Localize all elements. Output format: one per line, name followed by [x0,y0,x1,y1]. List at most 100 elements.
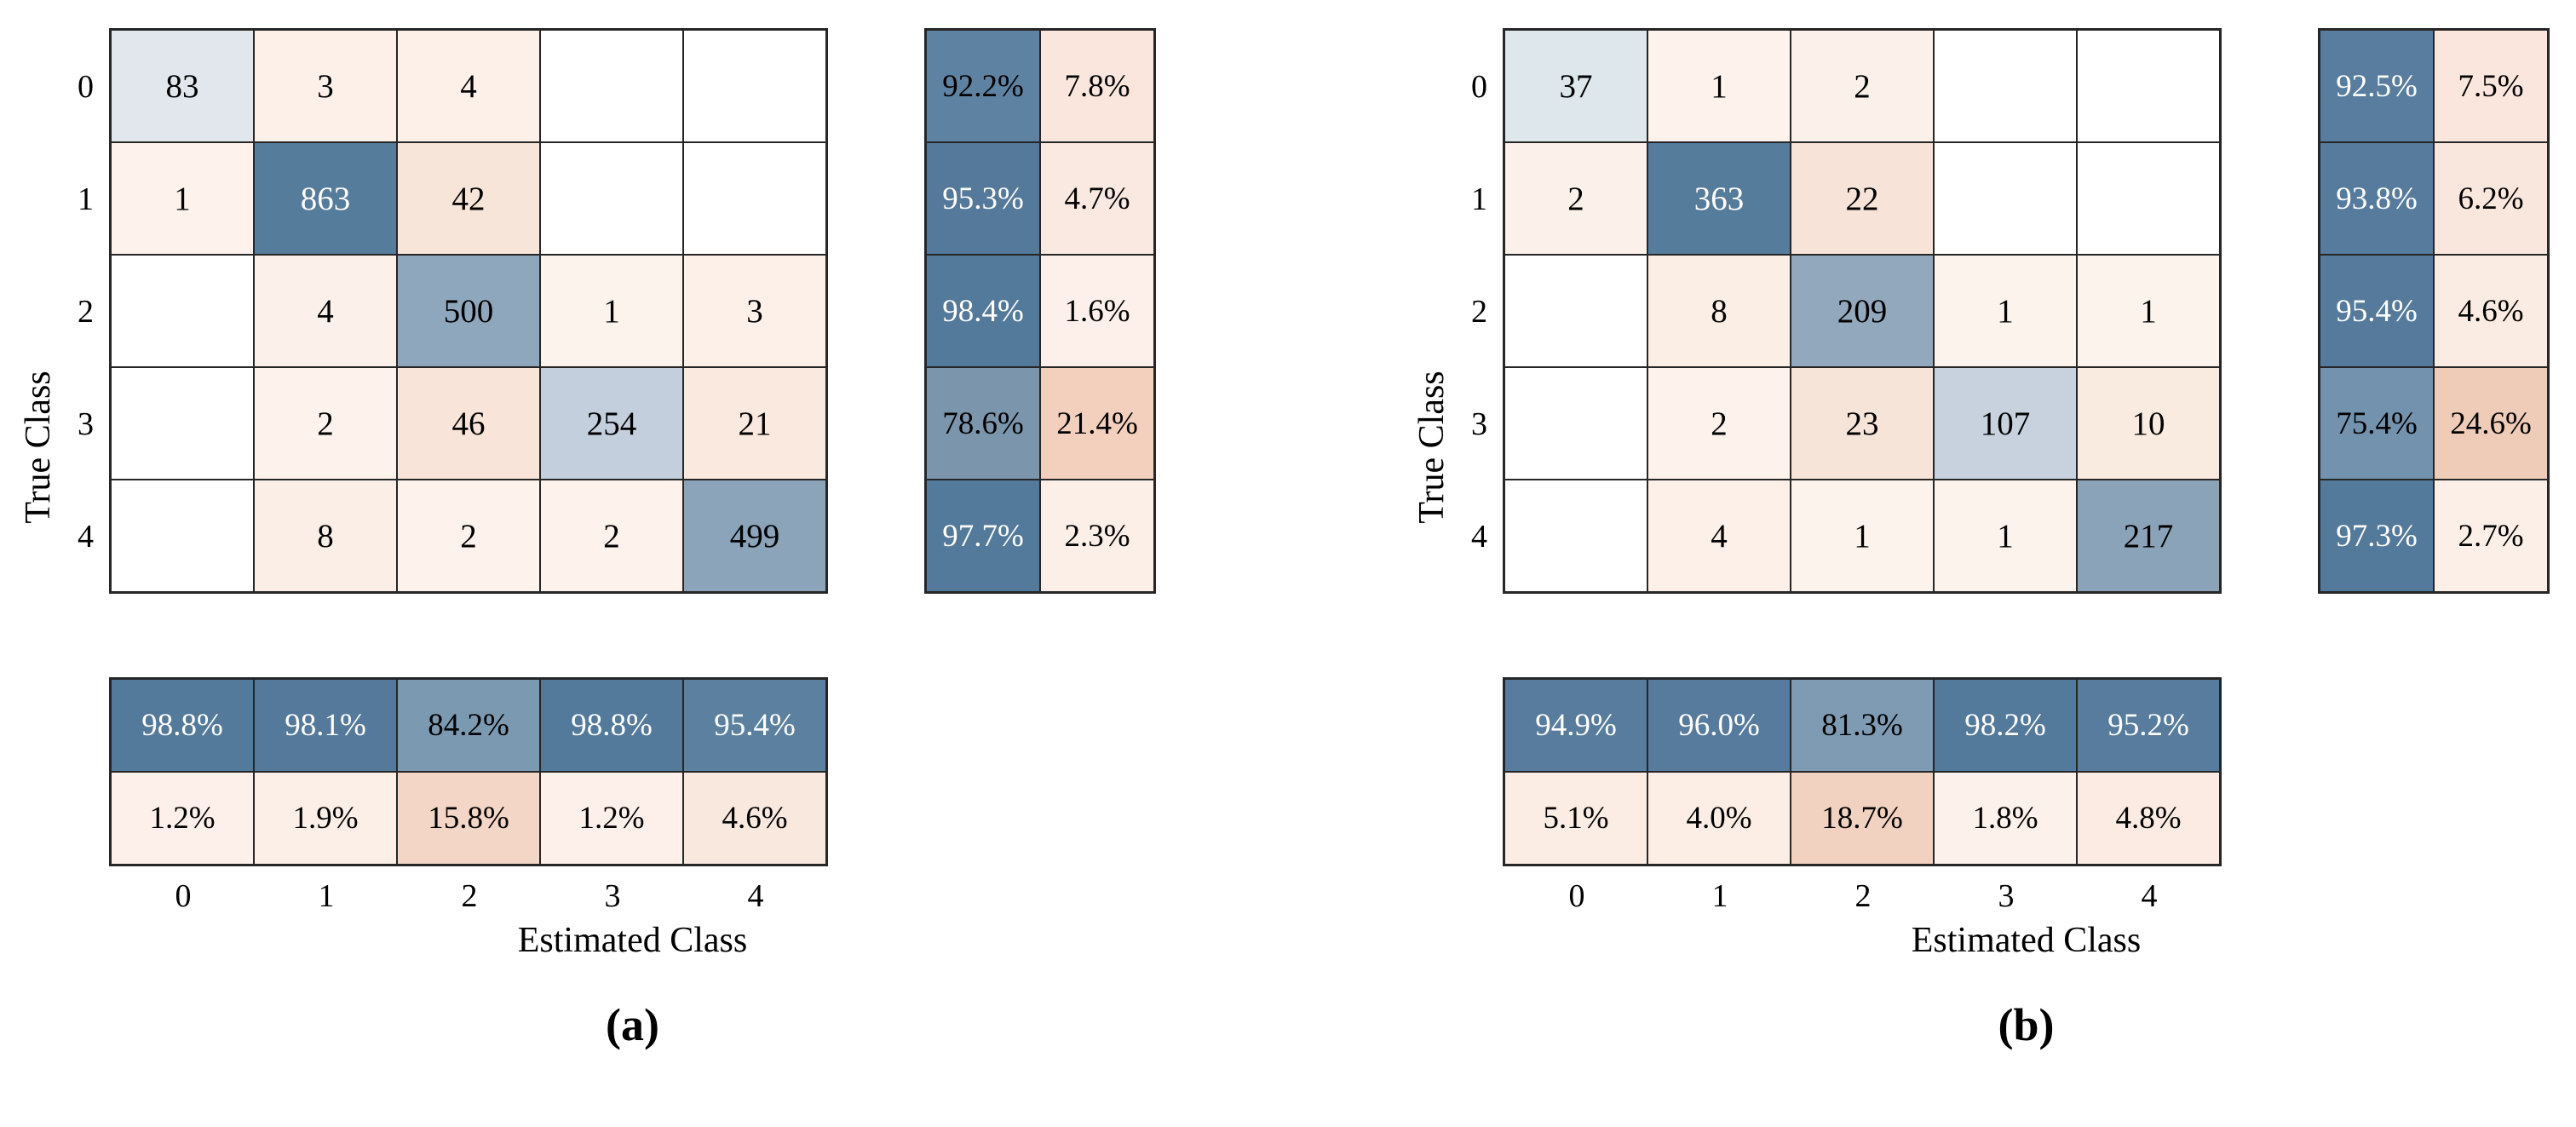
row-summary-cell: 95.4% [2320,256,2433,366]
confusion-matrix-grid: 37 1 2 2 363 22 8 209 1 1 2 23 107 10 4 1 1 217 [1503,28,2222,594]
tick-label: 4 [2141,878,2158,914]
matrix-cell: 23 [1791,368,1933,479]
row-summary-cell: 92.5% [2320,31,2433,141]
matrix-cell: 42 [398,143,539,254]
x-tick-labels: 0 1 2 3 4 [1505,876,2221,917]
column-summary-cell: 4.8% [2078,773,2219,864]
column-summary-cell: 1.2% [112,773,253,864]
matrix-cell: 1 [1935,256,2076,366]
matrix-cell: 3 [255,31,396,141]
matrix-cell [541,31,682,141]
row-summary-cell: 75.4% [2320,368,2433,479]
row-summary-cell: 2.7% [2435,480,2547,591]
row-summary-cell: 7.5% [2435,31,2547,141]
matrix-cell: 2 [255,368,396,479]
matrix-cell: 1 [1791,480,1933,591]
column-summary-cell: 95.2% [2078,680,2219,771]
matrix-cell: 2 [1505,143,1647,254]
matrix-cell: 4 [398,31,539,141]
row-summary-cell: 4.6% [2435,256,2547,366]
column-summary-cell: 98.1% [255,680,396,771]
tick-label: 1 [78,181,94,217]
matrix-cell: 209 [1791,256,1933,366]
row-summary-cell: 78.6% [927,368,1039,479]
column-summary-cell: 4.0% [1648,773,1790,864]
matrix-cell: 37 [1505,31,1647,141]
row-summary-cell: 2.3% [1041,480,1153,591]
tick-label: 3 [78,406,94,442]
column-summary-cell: 4.6% [684,773,825,864]
matrix-cell [112,256,253,366]
matrix-cell: 1 [2078,256,2219,366]
column-summary-cell: 84.2% [398,680,539,771]
row-summary-cell: 95.3% [927,143,1039,254]
matrix-cell: 1 [112,143,253,254]
tick-label: 0 [1568,878,1585,914]
tick-label: 2 [78,294,94,330]
matrix-cell [1505,480,1647,591]
matrix-cell: 2 [398,480,539,591]
column-summary-cell: 15.8% [398,773,539,864]
column-summary-cell: 95.4% [684,680,825,771]
tick-label: 1 [1711,878,1728,914]
matrix-cell: 863 [255,143,396,254]
tick-label: 3 [1998,878,2015,914]
matrix-cell: 22 [1791,143,1933,254]
matrix-cell [541,143,682,254]
row-summary-grid: 92.2% 7.8% 95.3% 4.7% 98.4% 1.6% 78.6% 21.4% 97.… [924,28,1156,594]
matrix-cell: 217 [2078,480,2219,591]
matrix-cell: 8 [255,480,396,591]
row-summary-cell: 93.8% [2320,143,2433,254]
column-summary-cell: 5.1% [1505,773,1647,864]
tick-label: 4 [747,878,764,914]
panel-caption: (a) [606,999,659,1050]
matrix-cell: 8 [1648,256,1790,366]
matrix-cell: 10 [2078,368,2219,479]
tick-label: 2 [1854,878,1872,914]
row-summary-cell: 97.7% [927,480,1039,591]
row-summary-cell: 4.7% [1041,143,1153,254]
tick-label: 0 [78,69,94,105]
x-axis-title: Estimated Class [1911,921,2142,960]
matrix-cell: 2 [1648,368,1790,479]
tick-label: 4 [1471,519,1487,555]
matrix-cell [684,143,825,254]
matrix-cell [112,480,253,591]
tick-label: 0 [175,878,192,914]
matrix-cell: 1 [1648,31,1790,141]
matrix-cell [684,31,825,141]
matrix-cell: 363 [1648,143,1790,254]
row-summary-cell: 6.2% [2435,143,2547,254]
matrix-cell: 3 [684,256,825,366]
x-tick-labels: 0 1 2 3 4 [112,876,827,917]
tick-label: 2 [1471,294,1487,330]
row-summary-cell: 92.2% [927,31,1039,141]
matrix-cell: 4 [255,256,396,366]
matrix-cell: 1 [1935,480,2076,591]
row-summary-cell: 24.6% [2435,368,2547,479]
row-summary-cell: 1.6% [1041,256,1153,366]
matrix-cell [112,368,253,479]
column-summary-cell: 96.0% [1648,680,1790,771]
tick-label: 0 [1471,69,1487,105]
tick-label: 2 [461,878,478,914]
matrix-cell: 500 [398,256,539,366]
row-summary-cell: 7.8% [1041,31,1153,141]
x-axis-title: Estimated Class [517,921,748,960]
row-summary-cell: 21.4% [1041,368,1153,479]
row-summary-cell: 97.3% [2320,480,2433,591]
column-summary-grid: 94.9% 96.0% 81.3% 98.2% 95.2% 5.1% 4.0% 18.7% 1.… [1503,677,2222,866]
matrix-cell: 254 [541,368,682,479]
matrix-cell: 2 [541,480,682,591]
column-summary-cell: 1.9% [255,773,396,864]
column-summary-cell: 98.2% [1935,680,2076,771]
column-summary-cell: 98.8% [112,680,253,771]
column-summary-cell: 1.8% [1935,773,2076,864]
matrix-cell [2078,31,2219,141]
tick-label: 1 [318,878,335,914]
matrix-cell [1505,368,1647,479]
matrix-cell: 46 [398,368,539,479]
